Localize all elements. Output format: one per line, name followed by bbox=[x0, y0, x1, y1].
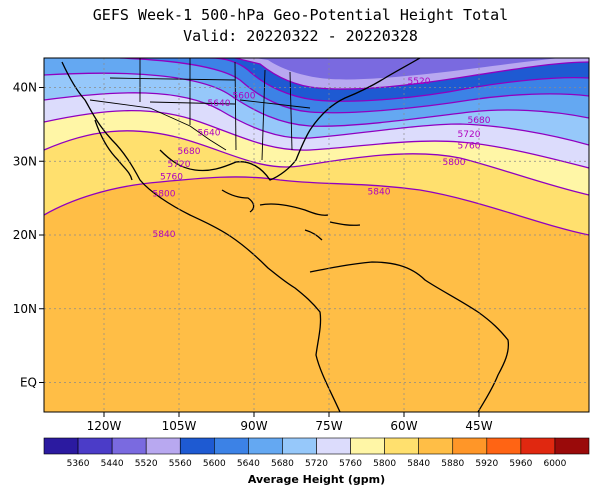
map-title: GEFS Week-1 500-hPa Geo-Potential Height… bbox=[92, 6, 509, 24]
colorbar-swatch bbox=[384, 437, 419, 455]
colorbar-level-label: 5960 bbox=[509, 459, 532, 469]
coastlines bbox=[61, 58, 510, 412]
contour-label: 5720 bbox=[168, 160, 191, 170]
contour-label: 5840 bbox=[368, 187, 391, 197]
colorbar-level-label: 5760 bbox=[339, 459, 362, 469]
lon-tick-label: 45W bbox=[465, 419, 492, 433]
colorbar-swatch bbox=[111, 437, 147, 455]
band-5440-5520 bbox=[255, 58, 560, 80]
contour-label-layer: 5520560056405640568057205760568057205760… bbox=[153, 77, 491, 240]
colorbar-swatch bbox=[520, 437, 556, 455]
lat-tick-label: 20N bbox=[13, 228, 37, 242]
graticule bbox=[44, 58, 589, 412]
contour-label: 5760 bbox=[458, 142, 481, 152]
contour-lines bbox=[44, 58, 589, 236]
lon-tick-label: 105W bbox=[162, 419, 197, 433]
colorbar-swatch bbox=[43, 437, 79, 455]
latitude-axis: 40N 30N 20N 10N EQ bbox=[13, 81, 44, 390]
colorbar-swatch bbox=[282, 437, 317, 455]
colorbar-level-label: 5840 bbox=[407, 459, 430, 469]
colorbar-swatch bbox=[145, 437, 181, 455]
lat-tick-label: EQ bbox=[20, 376, 37, 390]
colorbar-swatch bbox=[554, 437, 590, 455]
lon-tick-label: 75W bbox=[315, 419, 342, 433]
colorbar-level-label: 5680 bbox=[271, 459, 294, 469]
colorbar-swatch bbox=[418, 437, 454, 455]
colorbar-swatch bbox=[486, 437, 522, 455]
colorbar-swatch bbox=[179, 437, 215, 455]
colorbar-swatch bbox=[452, 437, 488, 455]
map-subtitle: Valid: 20220322 - 20220328 bbox=[183, 27, 418, 45]
colorbar-swatch bbox=[248, 437, 283, 455]
colorbar-level-label: 5360 bbox=[67, 459, 90, 469]
contour-label: 5680 bbox=[468, 116, 491, 126]
lat-tick-label: 40N bbox=[13, 81, 37, 95]
contour-label: 5520 bbox=[408, 77, 431, 87]
longitude-axis: 120W 105W 90W 75W 60W 45W bbox=[87, 412, 493, 433]
contour-label: 5800 bbox=[443, 158, 466, 168]
contour-label: 5640 bbox=[208, 99, 231, 109]
colorbar-level-label: 5640 bbox=[237, 459, 260, 469]
lon-tick-label: 90W bbox=[240, 419, 267, 433]
colorbar-level-label: 5520 bbox=[135, 459, 158, 469]
political-borders bbox=[89, 58, 311, 161]
contour-label: 5760 bbox=[160, 173, 183, 183]
contour-label: 5640 bbox=[198, 128, 221, 138]
lon-tick-label: 60W bbox=[390, 419, 417, 433]
contour-label: 5800 bbox=[153, 190, 176, 200]
colorbar-level-label: 5800 bbox=[373, 459, 396, 469]
colorbar: 5360 5440 5520 5560 5600 5640 5680 5720 5760 5800… bbox=[43, 437, 590, 486]
colorbar-swatch bbox=[316, 437, 351, 455]
colorbar-title: Average Height (gpm) bbox=[248, 473, 385, 486]
contour-label: 5840 bbox=[153, 230, 176, 240]
colorbar-level-label: 5440 bbox=[101, 459, 124, 469]
lat-tick-label: 10N bbox=[13, 302, 37, 316]
lon-tick-label: 120W bbox=[87, 419, 122, 433]
colorbar-level-label: 6000 bbox=[543, 459, 566, 469]
colorbar-swatch bbox=[77, 437, 113, 455]
colorbar-level-label: 5720 bbox=[305, 459, 328, 469]
colorbar-swatch bbox=[350, 437, 385, 455]
contour-label: 5680 bbox=[178, 147, 201, 157]
contour-label: 5600 bbox=[233, 92, 256, 102]
lat-tick-label: 30N bbox=[13, 154, 37, 168]
height-field: 5520560056405640568057205760568057205760… bbox=[44, 58, 589, 412]
colorbar-level-label: 5560 bbox=[169, 459, 192, 469]
colorbar-level-label: 5600 bbox=[203, 459, 226, 469]
contour-label: 5720 bbox=[458, 130, 481, 140]
colorbar-swatch bbox=[214, 437, 249, 455]
colorbar-level-label: 5920 bbox=[475, 459, 498, 469]
colorbar-level-label: 5880 bbox=[441, 459, 464, 469]
